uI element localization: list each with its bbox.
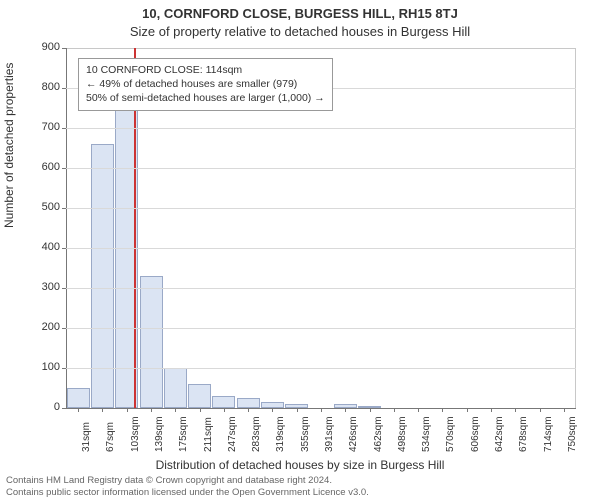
x-tick	[272, 408, 273, 412]
x-tick	[78, 408, 79, 412]
x-tick-label: 391sqm	[324, 416, 335, 452]
x-tick-label: 642sqm	[494, 416, 505, 452]
x-tick	[442, 408, 443, 412]
chart-title: 10, CORNFORD CLOSE, BURGESS HILL, RH15 8…	[0, 6, 600, 21]
gridline	[66, 328, 576, 329]
y-tick-label: 800	[20, 81, 60, 93]
x-tick	[491, 408, 492, 412]
x-axis-label: Distribution of detached houses by size …	[0, 458, 600, 472]
x-tick-label: 283sqm	[251, 416, 262, 452]
x-tick	[151, 408, 152, 412]
x-tick-label: 426sqm	[348, 416, 359, 452]
x-tick	[127, 408, 128, 412]
x-tick-label: 211sqm	[203, 417, 214, 452]
x-tick-label: 534sqm	[421, 416, 432, 452]
x-tick-label: 31sqm	[81, 422, 92, 452]
gridline	[66, 368, 576, 369]
y-tick-label: 900	[20, 41, 60, 53]
y-tick-label: 100	[20, 361, 60, 373]
gridline	[66, 248, 576, 249]
x-tick	[102, 408, 103, 412]
x-tick-label: 750sqm	[567, 416, 578, 452]
x-tick	[515, 408, 516, 412]
y-tick-label: 300	[20, 281, 60, 293]
chart-subtitle: Size of property relative to detached ho…	[0, 24, 600, 39]
y-tick-label: 500	[20, 201, 60, 213]
y-tick-label: 0	[20, 401, 60, 413]
y-tick	[62, 88, 66, 89]
x-tick	[248, 408, 249, 412]
x-tick	[175, 408, 176, 412]
x-tick	[467, 408, 468, 412]
x-tick-label: 498sqm	[397, 416, 408, 452]
infobox-line2: ← 49% of detached houses are smaller (97…	[86, 77, 325, 91]
histogram-bar	[188, 384, 211, 408]
y-tick-label: 200	[20, 321, 60, 333]
x-tick-label: 355sqm	[300, 416, 311, 452]
x-tick-label: 175sqm	[178, 416, 189, 452]
histogram-bar	[237, 398, 260, 408]
x-tick	[345, 408, 346, 412]
x-tick-label: 247sqm	[227, 416, 238, 452]
histogram-bar	[164, 368, 187, 408]
infobox-line1: 10 CORNFORD CLOSE: 114sqm	[86, 63, 325, 77]
gridline	[66, 208, 576, 209]
histogram-bar	[140, 276, 163, 408]
gridline	[66, 168, 576, 169]
infobox-line3: 50% of semi-detached houses are larger (…	[86, 91, 325, 105]
footer-line1: Contains HM Land Registry data © Crown c…	[6, 475, 369, 486]
x-tick	[200, 408, 201, 412]
histogram-bar	[212, 396, 235, 408]
gridline	[66, 288, 576, 289]
x-tick-label: 714sqm	[543, 416, 554, 452]
info-box: 10 CORNFORD CLOSE: 114sqm ← 49% of detac…	[78, 58, 333, 111]
y-tick	[62, 288, 66, 289]
x-tick-label: 606sqm	[470, 416, 481, 452]
footer-attribution: Contains HM Land Registry data © Crown c…	[6, 475, 369, 498]
y-tick	[62, 168, 66, 169]
x-tick-label: 319sqm	[275, 416, 286, 452]
y-tick-label: 600	[20, 161, 60, 173]
x-tick-label: 462sqm	[373, 416, 384, 452]
y-tick	[62, 408, 66, 409]
y-tick-label: 400	[20, 241, 60, 253]
x-tick	[224, 408, 225, 412]
x-tick-label: 678sqm	[518, 416, 529, 452]
x-tick	[418, 408, 419, 412]
x-tick-label: 67sqm	[105, 422, 116, 452]
y-tick	[62, 248, 66, 249]
y-tick	[62, 48, 66, 49]
x-tick	[394, 408, 395, 412]
gridline	[66, 128, 576, 129]
chart-container: 10, CORNFORD CLOSE, BURGESS HILL, RH15 8…	[0, 0, 600, 500]
x-tick-label: 103sqm	[130, 416, 141, 452]
x-tick	[370, 408, 371, 412]
y-tick	[62, 128, 66, 129]
y-tick	[62, 208, 66, 209]
x-tick	[297, 408, 298, 412]
y-axis-label: Number of detached properties	[2, 63, 16, 228]
histogram-bar	[67, 388, 90, 408]
x-tick-label: 139sqm	[154, 416, 165, 452]
x-tick	[540, 408, 541, 412]
x-tick-label: 570sqm	[445, 416, 456, 452]
y-tick	[62, 328, 66, 329]
x-tick	[564, 408, 565, 412]
y-tick-label: 700	[20, 121, 60, 133]
y-tick	[62, 368, 66, 369]
x-tick	[321, 408, 322, 412]
footer-line2: Contains public sector information licen…	[6, 487, 369, 498]
